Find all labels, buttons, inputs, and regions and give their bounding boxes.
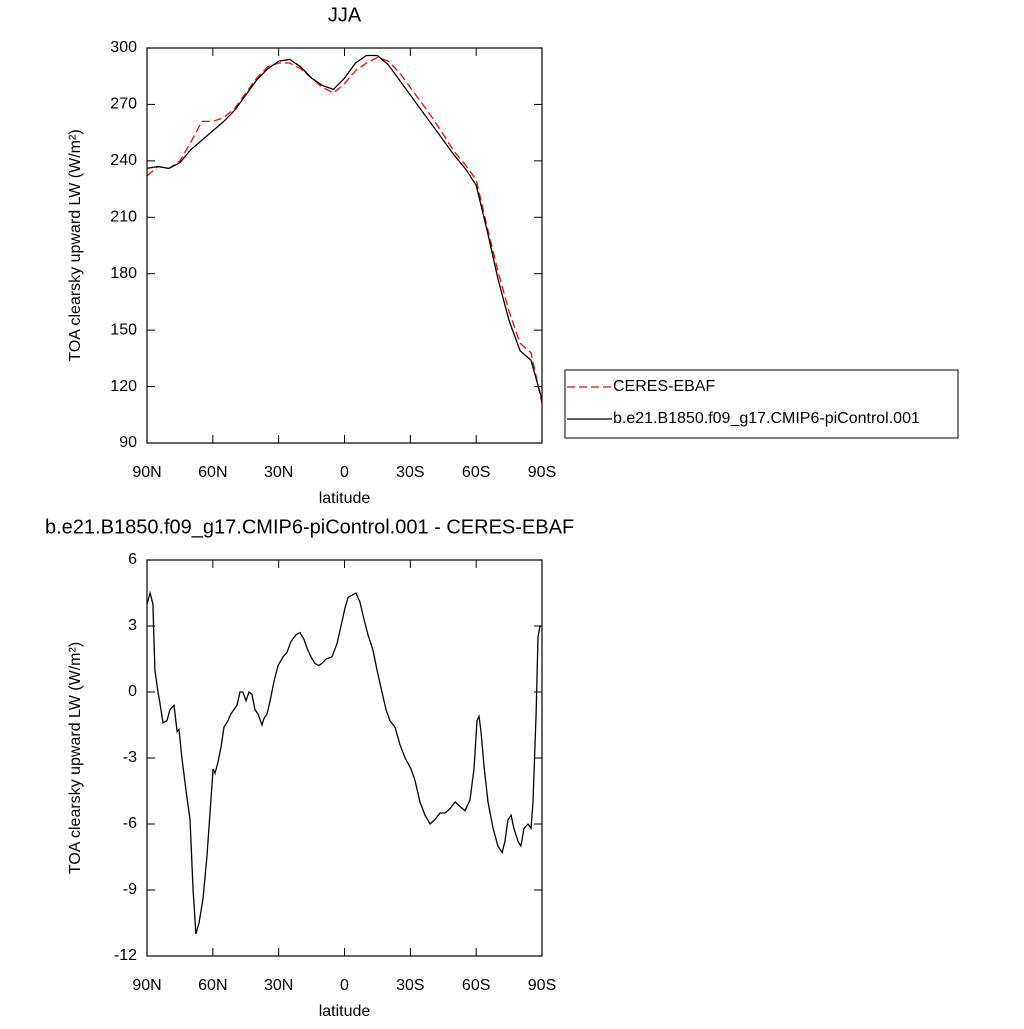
x-axis-label: latitude <box>319 1003 371 1020</box>
y-tick-label: 90 <box>119 434 137 451</box>
plot-frame <box>146 559 543 957</box>
data-line <box>146 54 543 400</box>
x-tick-label: 0 <box>340 464 349 481</box>
x-tick-label: 30S <box>396 464 424 481</box>
y-tick-label: -6 <box>123 815 137 832</box>
x-tick-label: 60S <box>462 464 490 481</box>
y-tick-label: -3 <box>123 749 137 766</box>
y-tick-label: 180 <box>110 265 137 282</box>
y-tick-label: 150 <box>110 321 137 338</box>
y-tick-label: 0 <box>128 683 137 700</box>
y-tick-label: 210 <box>110 209 137 226</box>
x-tick-label: 30S <box>396 977 424 994</box>
y-tick-label: 120 <box>110 378 137 395</box>
y-tick-label: 270 <box>110 96 137 113</box>
y-tick-label: 3 <box>128 617 137 634</box>
x-tick-label: 90S <box>528 464 556 481</box>
x-tick-label: 90N <box>132 977 161 994</box>
y-axis-label: TOA clearsky upward LW (W/m²) <box>67 642 84 874</box>
y-tick-label: -9 <box>123 881 137 898</box>
legend-box <box>564 369 959 439</box>
x-tick-label: 90N <box>132 464 161 481</box>
x-tick-label: 60N <box>198 464 227 481</box>
x-tick-label: 0 <box>340 977 349 994</box>
x-tick-label: 90S <box>528 977 556 994</box>
x-tick-label: 30N <box>264 977 293 994</box>
y-tick-label: 240 <box>110 152 137 169</box>
plot-frame <box>146 47 543 444</box>
chart-title: JJA <box>328 4 362 26</box>
y-tick-label: 300 <box>110 39 137 56</box>
y-axis-label: TOA clearsky upward LW (W/m²) <box>67 129 84 361</box>
legend-label: CERES-EBAF <box>613 378 715 395</box>
data-line <box>146 56 543 404</box>
chart-title: b.e21.B1850.f09_g17.CMIP6-piControl.001 … <box>45 516 574 538</box>
x-tick-label: 60N <box>198 977 227 994</box>
x-tick-label: 60S <box>462 977 490 994</box>
y-tick-label: -12 <box>114 947 137 964</box>
y-tick-label: 6 <box>128 551 137 568</box>
legend-label: b.e21.B1850.f09_g17.CMIP6-piControl.001 <box>613 410 920 427</box>
data-line <box>146 590 542 935</box>
x-axis-label: latitude <box>319 490 371 507</box>
x-tick-label: 30N <box>264 464 293 481</box>
